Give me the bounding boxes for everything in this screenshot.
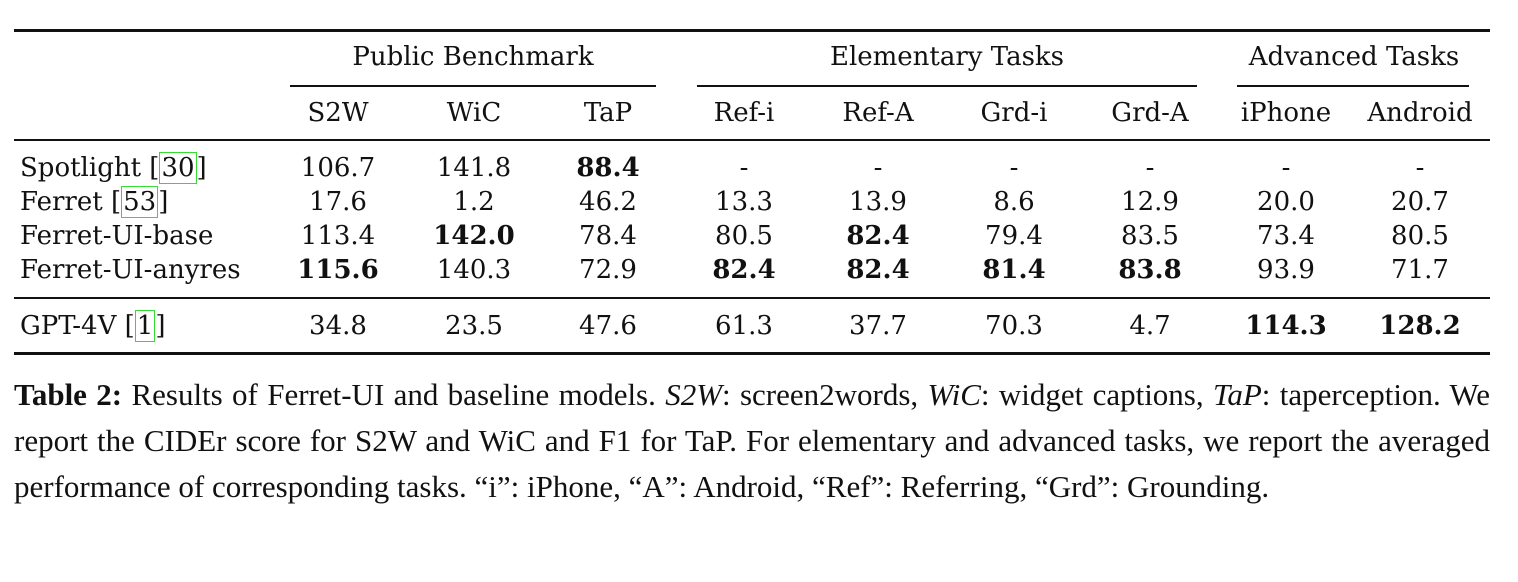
- table-cell: 37.7: [849, 311, 907, 341]
- table-cell: 70.3: [985, 311, 1043, 341]
- caption-text-4: : taperception. We report the CIDEr scor…: [14, 377, 1490, 504]
- header-rule: [14, 139, 1490, 141]
- table-cell: 81.4: [982, 255, 1046, 285]
- table-cell: 8.6: [993, 187, 1035, 217]
- table-cell: 83.8: [1118, 255, 1182, 285]
- citation-link[interactable]: 30: [159, 152, 197, 184]
- caption-text-3: : widget captions,: [980, 377, 1213, 412]
- group-header-advanced: Advanced Tasks: [1248, 42, 1460, 72]
- table-cell: 79.4: [985, 221, 1043, 251]
- model-name: GPT-4V: [20, 311, 117, 341]
- table-cell: 80.5: [1391, 221, 1449, 251]
- caption-abbr-wic: WiC: [927, 377, 981, 412]
- table-cell: -: [1009, 153, 1019, 183]
- model-name: Ferret-UI-base: [20, 221, 214, 251]
- table-cell: 82.4: [846, 255, 910, 285]
- table-cell: 83.5: [1121, 221, 1179, 251]
- table-cell: 17.6: [309, 187, 367, 217]
- table-cell: 78.4: [579, 221, 637, 251]
- group-header-public: Public Benchmark: [352, 42, 594, 72]
- bottom-rule: [14, 352, 1490, 355]
- column-header: S2W: [307, 98, 369, 128]
- caption-abbr-s2w: S2W: [665, 377, 723, 412]
- table-cell: -: [873, 153, 883, 183]
- table-cell: 93.9: [1257, 255, 1315, 285]
- row-model-name: Ferret [53]: [20, 186, 169, 218]
- model-name: Ferret-UI-anyres: [20, 255, 241, 285]
- table-cell: -: [1415, 153, 1425, 183]
- table-cell: 1.2: [453, 187, 495, 217]
- table-cell: 82.4: [846, 221, 910, 251]
- model-name: Ferret: [20, 187, 103, 217]
- table-cell: 34.8: [309, 311, 367, 341]
- top-rule: [14, 29, 1490, 32]
- table-cell: 13.3: [715, 187, 773, 217]
- table-cell: 82.4: [712, 255, 776, 285]
- citation-link[interactable]: 1: [134, 310, 156, 342]
- table-cell: 46.2: [579, 187, 637, 217]
- column-header: Ref-A: [842, 98, 914, 128]
- column-header: Ref-i: [713, 98, 775, 128]
- caption-text-1: Results of Ferret-UI and baseline models…: [122, 377, 666, 412]
- table-cell: 73.4: [1257, 221, 1315, 251]
- row-model-name: Ferret-UI-base: [20, 221, 213, 251]
- table-cell: 20.7: [1391, 187, 1449, 217]
- group-underline-advanced: [1237, 85, 1469, 87]
- table-cell: 115.6: [297, 255, 379, 285]
- group-underline-elementary: [697, 85, 1197, 87]
- table-cell: 72.9: [579, 255, 637, 285]
- table-cell: 128.2: [1379, 311, 1461, 341]
- mid-rule: [14, 297, 1490, 299]
- group-underline-public: [290, 85, 656, 87]
- column-header: TaP: [583, 98, 633, 128]
- table-cell: 13.9: [849, 187, 907, 217]
- table-cell: 113.4: [300, 221, 376, 251]
- table-cell: 80.5: [715, 221, 773, 251]
- column-header: Android: [1367, 98, 1473, 128]
- column-header: iPhone: [1240, 98, 1332, 128]
- table-cell: 20.0: [1257, 187, 1315, 217]
- row-model-name: Spotlight [30]: [20, 152, 207, 184]
- table-cell: -: [739, 153, 749, 183]
- caption-text-2: : screen2words,: [722, 377, 928, 412]
- table-cell: 4.7: [1129, 311, 1171, 341]
- caption-abbr-tap: TaP: [1212, 377, 1262, 412]
- table-cell: 114.3: [1245, 311, 1327, 341]
- column-header: Grd-A: [1111, 98, 1189, 128]
- table-cell: 23.5: [445, 311, 503, 341]
- group-header-elementary: Elementary Tasks: [829, 42, 1065, 72]
- table-cell: -: [1281, 153, 1291, 183]
- caption-label: Table 2:: [14, 377, 123, 412]
- table-caption: Table 2: Results of Ferret-UI and baseli…: [14, 372, 1490, 510]
- table-cell: 61.3: [715, 311, 773, 341]
- column-header: Grd-i: [980, 98, 1048, 128]
- table-cell: 106.7: [300, 153, 376, 183]
- column-header: WiC: [446, 98, 502, 128]
- row-model-name: Ferret-UI-anyres: [20, 255, 241, 285]
- table-cell: 12.9: [1121, 187, 1179, 217]
- model-name: Spotlight: [20, 153, 142, 183]
- table-cell: 140.3: [436, 255, 512, 285]
- citation-link[interactable]: 53: [121, 186, 159, 218]
- table-cell: 71.7: [1391, 255, 1449, 285]
- row-model-name: GPT-4V [1]: [20, 310, 166, 342]
- table-cell: 141.8: [436, 153, 512, 183]
- table-cell: 88.4: [576, 153, 640, 183]
- table-cell: 142.0: [433, 221, 515, 251]
- table-cell: 47.6: [579, 311, 637, 341]
- table-cell: -: [1145, 153, 1155, 183]
